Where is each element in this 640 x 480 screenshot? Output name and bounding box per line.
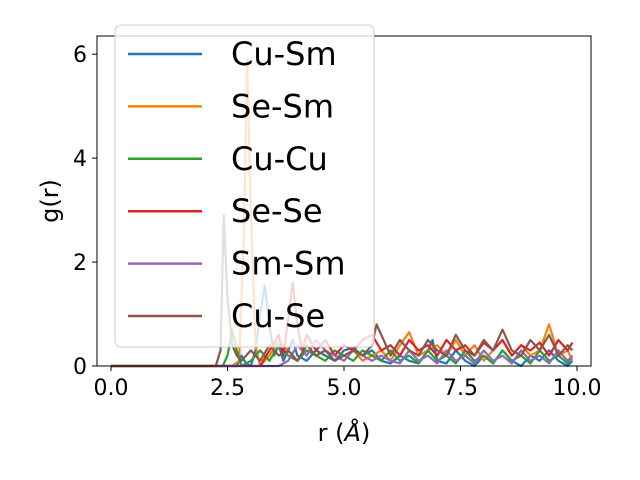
legend-label-sm-sm: Sm-Sm <box>231 245 346 283</box>
y-tick-label: 2 <box>73 251 87 276</box>
legend-label-cu-se: Cu-Se <box>231 297 325 335</box>
x-tick-label: 0.0 <box>93 376 128 401</box>
y-axis-label: g(r) <box>36 179 64 223</box>
series-line-cu-se <box>111 214 574 368</box>
x-axis-label: r (Å) <box>318 418 371 447</box>
x-tick-label: 7.5 <box>443 376 478 401</box>
x-axis-label-close: ) <box>361 419 370 447</box>
axes-layer: 0.0 2.5 5.0 7.5 10.0 0 2 4 6 <box>73 35 602 401</box>
legend-label-cu-cu: Cu-Cu <box>231 140 328 178</box>
x-tick-label: 5.0 <box>327 376 362 401</box>
legend-label-se-se: Se-Se <box>231 192 323 230</box>
x-axis-label-text: r ( <box>318 419 345 447</box>
legend-label-se-sm: Se-Sm <box>231 87 334 125</box>
y-tick-label: 6 <box>73 43 87 68</box>
legend: Cu-Sm Se-Sm Cu-Cu Se-Se Sm-Sm Cu-Se <box>114 24 375 348</box>
y-tick-label: 4 <box>73 147 87 172</box>
x-axis-label-unit: Å <box>343 418 361 447</box>
legend-label-cu-sm: Cu-Sm <box>231 35 337 73</box>
y-tick-label: 0 <box>73 355 87 380</box>
x-tick-label: 10.0 <box>553 376 602 401</box>
x-tick-label: 2.5 <box>210 376 245 401</box>
